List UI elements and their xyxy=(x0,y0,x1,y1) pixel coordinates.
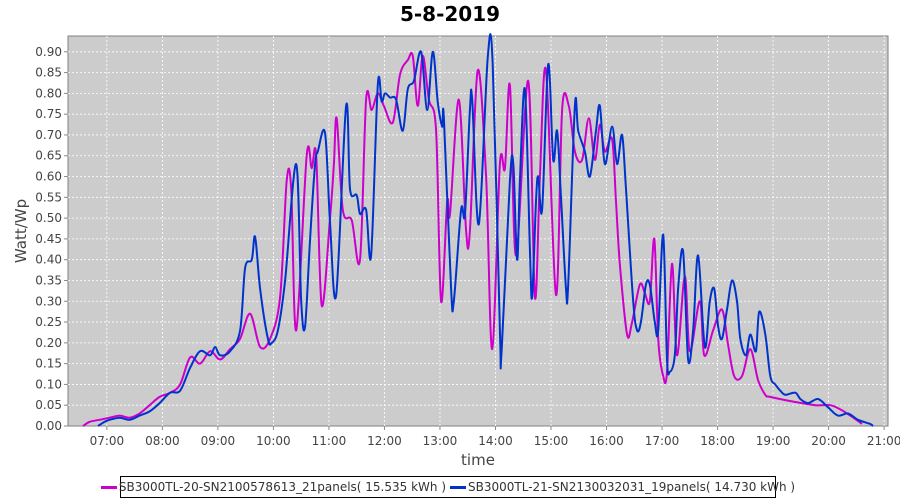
x-tick-label: 11:00 xyxy=(312,434,347,448)
x-tick-label: 09:00 xyxy=(201,434,236,448)
x-tick-label: 17:00 xyxy=(645,434,680,448)
legend-item-series-1: SB3000TL-20-SN2100578613_21panels( 15.53… xyxy=(100,480,446,494)
x-tick-label: 12:00 xyxy=(367,434,402,448)
x-tick-label: 10:00 xyxy=(256,434,291,448)
x-tick-label: 13:00 xyxy=(423,434,458,448)
x-tick-label: 08:00 xyxy=(145,434,180,448)
y-tick-label: 0.45 xyxy=(35,232,62,246)
x-tick-label: 14:00 xyxy=(478,434,513,448)
legend-item-series-2: SB3000TL-21-SN2130032031_19panels( 14.73… xyxy=(450,480,795,494)
legend-swatch-magenta xyxy=(100,485,117,489)
y-tick-label: 0.25 xyxy=(35,315,62,329)
y-tick-label: 0.60 xyxy=(35,170,62,184)
x-tick-label: 19:00 xyxy=(756,434,791,448)
y-tick-label: 0.90 xyxy=(35,45,62,59)
y-tick-label: 0.65 xyxy=(35,149,62,163)
y-tick-label: 0.30 xyxy=(35,294,62,308)
y-tick-label: 0.70 xyxy=(35,128,62,142)
y-tick-label: 0.15 xyxy=(35,357,62,371)
y-tick-label: 0.10 xyxy=(35,377,62,391)
plot-area xyxy=(67,35,889,427)
y-tick-label: 0.20 xyxy=(35,336,62,350)
series-line-2 xyxy=(97,33,874,427)
legend-label: SB3000TL-20-SN2100578613_21panels( 15.53… xyxy=(118,480,446,494)
legend: SB3000TL-20-SN2100578613_21panels( 15.53… xyxy=(100,476,795,498)
y-tick-label: 0.35 xyxy=(35,273,62,287)
line-chart: 0.00 0.05 0.10 0.15 0.20 0.25 0.30 0.35 0.40 0.45… xyxy=(12,33,900,469)
y-axis-label: Watt/Wp xyxy=(12,199,30,263)
y-tick-label: 0.55 xyxy=(35,190,62,204)
x-tick-label: 07:00 xyxy=(90,434,125,448)
legend-swatch-blue xyxy=(450,485,466,489)
series-lines xyxy=(82,33,874,427)
y-axis: 0.00 0.05 0.10 0.15 0.20 0.25 0.30 0.35 0.40 0.45… xyxy=(35,45,68,433)
y-tick-label: 0.75 xyxy=(35,107,62,121)
x-tick-label: 15:00 xyxy=(534,434,569,448)
legend-label: SB3000TL-21-SN2130032031_19panels( 14.73… xyxy=(468,480,796,494)
x-tick-label: 18:00 xyxy=(700,434,735,448)
x-axis-label: time xyxy=(461,451,495,469)
x-tick-label: 21:00 xyxy=(867,434,900,448)
x-tick-label: 16:00 xyxy=(589,434,624,448)
chart-title: 5-8-2019 xyxy=(399,2,501,26)
y-tick-label: 0.05 xyxy=(35,398,62,412)
y-tick-label: 0.50 xyxy=(35,211,62,225)
x-axis: 07:00 08:00 09:00 10:00 11:00 12:00 13:00 14:00… xyxy=(90,426,900,448)
y-tick-label: 0.00 xyxy=(35,419,62,433)
y-tick-label: 0.40 xyxy=(35,253,62,267)
y-tick-label: 0.80 xyxy=(35,86,62,100)
x-tick-label: 20:00 xyxy=(811,434,846,448)
y-tick-label: 0.85 xyxy=(35,66,62,80)
